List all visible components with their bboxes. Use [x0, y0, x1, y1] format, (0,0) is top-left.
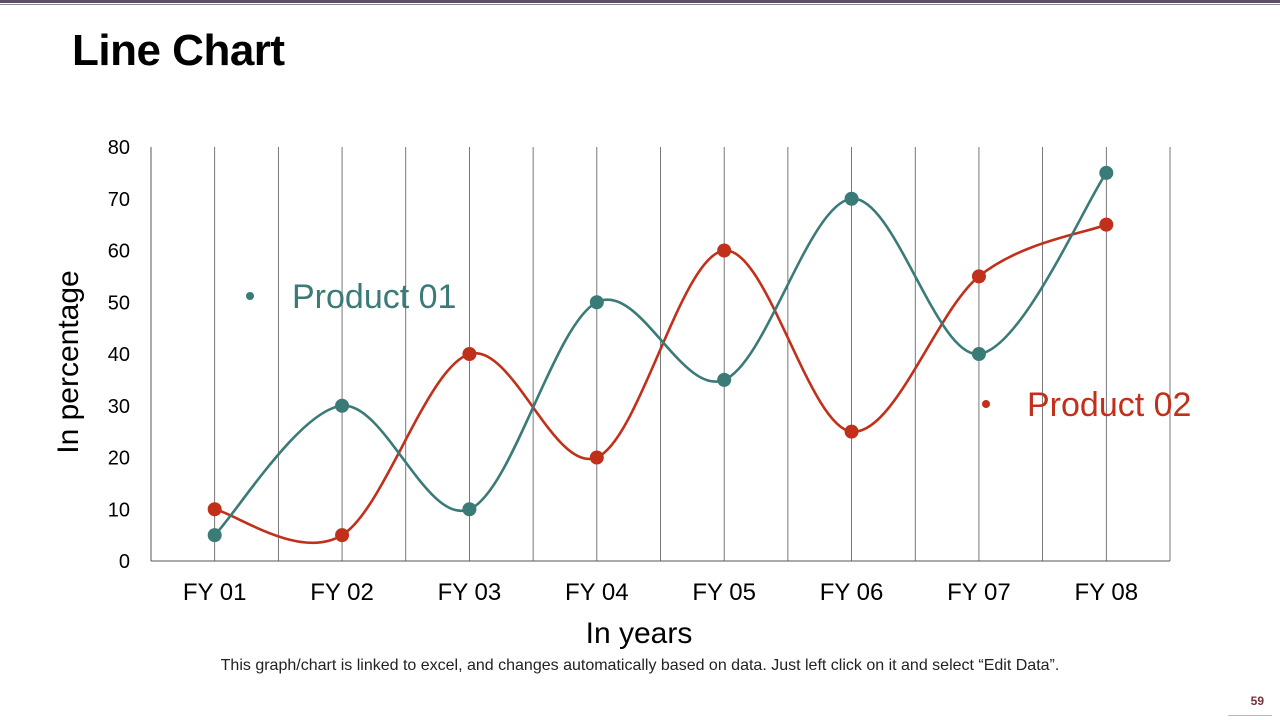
x-tick-label: FY 04: [565, 579, 629, 606]
y-tick-label: 30: [108, 396, 130, 418]
y-tick-label: 70: [108, 189, 130, 211]
y-tick-label: 0: [119, 551, 130, 573]
legend-label-product-01: Product 01: [292, 278, 456, 316]
data-point-product-01: [971, 347, 986, 361]
x-tick-label: FY 07: [947, 579, 1011, 606]
line-chart[interactable]: 0 10 20 30 40 50 60 70 80 FY 01 FY 02 FY 03 FY 04 FY …: [0, 0, 1280, 650]
data-point-product-02: [844, 424, 859, 439]
data-point-product-01: [717, 372, 732, 387]
top-border-bar: [0, 0, 1280, 3]
data-point-product-01: [335, 398, 350, 413]
data-point-product-02: [335, 528, 350, 543]
legend-label-product-02: Product 02: [1027, 386, 1191, 424]
data-point-product-02: [717, 243, 732, 258]
x-axis-title: In years: [586, 617, 693, 650]
page-title: Line Chart: [72, 26, 285, 75]
y-axis-title: In percentage: [52, 270, 85, 453]
page-number-underline: [1228, 715, 1272, 716]
data-point-product-02: [207, 502, 222, 517]
top-border-line: [0, 4, 1280, 5]
data-point-product-02: [589, 450, 604, 465]
y-tick-label: 20: [108, 448, 130, 470]
footnote: This graph/chart is linked to excel, and…: [220, 657, 1060, 674]
data-point-product-01: [1099, 165, 1114, 180]
y-tick-label: 10: [108, 499, 130, 521]
data-point-product-01: [207, 528, 222, 543]
x-tick-label: FY 03: [438, 579, 502, 606]
data-point-product-01: [589, 295, 604, 310]
data-point-product-01: [462, 502, 477, 517]
x-tick-label: FY 08: [1075, 579, 1139, 606]
legend-marker-product-01: [246, 292, 254, 300]
legend-marker-product-02: [982, 400, 990, 408]
x-tick-label: FY 01: [183, 579, 247, 606]
series-line-product-01: [213, 172, 1108, 537]
page-number: 59: [1250, 694, 1264, 708]
x-tick-label: FY 05: [692, 579, 756, 606]
x-tick-label: FY 02: [310, 579, 374, 606]
data-point-product-02: [462, 347, 477, 361]
data-point-product-01: [844, 191, 859, 206]
series-line-product-02: [214, 223, 1107, 545]
y-tick-label: 40: [108, 344, 130, 366]
data-point-product-02: [971, 269, 986, 284]
y-tick-label: 60: [108, 241, 130, 263]
y-tick-label: 80: [108, 137, 130, 159]
data-point-product-02: [1099, 217, 1114, 232]
y-tick-label: 50: [108, 292, 130, 314]
x-tick-label: FY 06: [820, 579, 884, 606]
